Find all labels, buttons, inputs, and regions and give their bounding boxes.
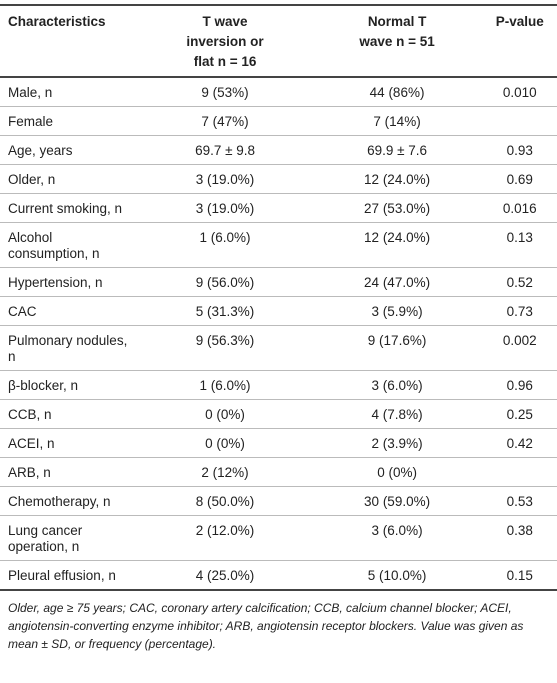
table-cell: ARB, n: [0, 458, 138, 487]
header-cell: Characteristics: [0, 5, 138, 77]
table-cell: Chemotherapy, n: [0, 487, 138, 516]
table-cell: 12 (24.0%): [312, 223, 483, 268]
table-cell: CAC: [0, 297, 138, 326]
table-cell: 2 (3.9%): [312, 429, 483, 458]
table-cell: 69.7 ± 9.8: [138, 136, 311, 165]
table-cell: 9 (56.0%): [138, 268, 311, 297]
table-cell: 0.25: [483, 400, 557, 429]
table-cell: Female: [0, 107, 138, 136]
table-cell: 69.9 ± 7.6: [312, 136, 483, 165]
table-cell: 24 (47.0%): [312, 268, 483, 297]
table-cell: Pulmonary nodules, n: [0, 326, 138, 371]
table-cell: Age, years: [0, 136, 138, 165]
table-cell: 0 (0%): [138, 400, 311, 429]
table-cell: 0 (0%): [312, 458, 483, 487]
table-cell: Hypertension, n: [0, 268, 138, 297]
table-cell: 0.42: [483, 429, 557, 458]
table-cell: 0.96: [483, 371, 557, 400]
table-cell: 4 (7.8%): [312, 400, 483, 429]
table-cell: 3 (19.0%): [138, 165, 311, 194]
table-cell: Pleural effusion, n: [0, 561, 138, 591]
table-cell: 0.010: [483, 77, 557, 107]
table-cell: 7 (14%): [312, 107, 483, 136]
table-cell: 9 (56.3%): [138, 326, 311, 371]
table-cell: 3 (6.0%): [312, 516, 483, 561]
table-cell: 0.016: [483, 194, 557, 223]
table-cell: 0.52: [483, 268, 557, 297]
table-cell: 9 (53%): [138, 77, 311, 107]
table-cell: 0.38: [483, 516, 557, 561]
table-cell: Lung cancer operation, n: [0, 516, 138, 561]
table-cell: β-blocker, n: [0, 371, 138, 400]
table-cell: 12 (24.0%): [312, 165, 483, 194]
footnote: Older, age ≥ 75 years; CAC, coronary art…: [0, 591, 557, 653]
table-cell: 7 (47%): [138, 107, 311, 136]
table-cell: 0.002: [483, 326, 557, 371]
table-cell: 0.13: [483, 223, 557, 268]
table-cell: 8 (50.0%): [138, 487, 311, 516]
table-cell: 30 (59.0%): [312, 487, 483, 516]
table-cell: Male, n: [0, 77, 138, 107]
table-cell: ACEI, n: [0, 429, 138, 458]
table-cell: 0.15: [483, 561, 557, 591]
table-cell: 2 (12.0%): [138, 516, 311, 561]
table-cell: 5 (10.0%): [312, 561, 483, 591]
header-cell: Normal T wave n = 51: [312, 5, 483, 77]
table-cell: 5 (31.3%): [138, 297, 311, 326]
table-cell: 1 (6.0%): [138, 223, 311, 268]
header-cell: P-value: [483, 5, 557, 77]
table-cell: 3 (19.0%): [138, 194, 311, 223]
header-cell: T wave inversion or flat n = 16: [138, 5, 311, 77]
table-cell: 0 (0%): [138, 429, 311, 458]
table-cell: [483, 458, 557, 487]
table-cell: Current smoking, n: [0, 194, 138, 223]
table-cell: 3 (5.9%): [312, 297, 483, 326]
table-cell: 27 (53.0%): [312, 194, 483, 223]
table-cell: 0.93: [483, 136, 557, 165]
table-cell: 4 (25.0%): [138, 561, 311, 591]
table-cell: 9 (17.6%): [312, 326, 483, 371]
table-cell: 0.73: [483, 297, 557, 326]
table-cell: 1 (6.0%): [138, 371, 311, 400]
table-cell: 44 (86%): [312, 77, 483, 107]
table-cell: Older, n: [0, 165, 138, 194]
table-cell: CCB, n: [0, 400, 138, 429]
table-cell: 2 (12%): [138, 458, 311, 487]
table-cell: 0.69: [483, 165, 557, 194]
table-cell: 0.53: [483, 487, 557, 516]
table-cell: [483, 107, 557, 136]
table-cell: Alcohol consumption, n: [0, 223, 138, 268]
table-cell: 3 (6.0%): [312, 371, 483, 400]
